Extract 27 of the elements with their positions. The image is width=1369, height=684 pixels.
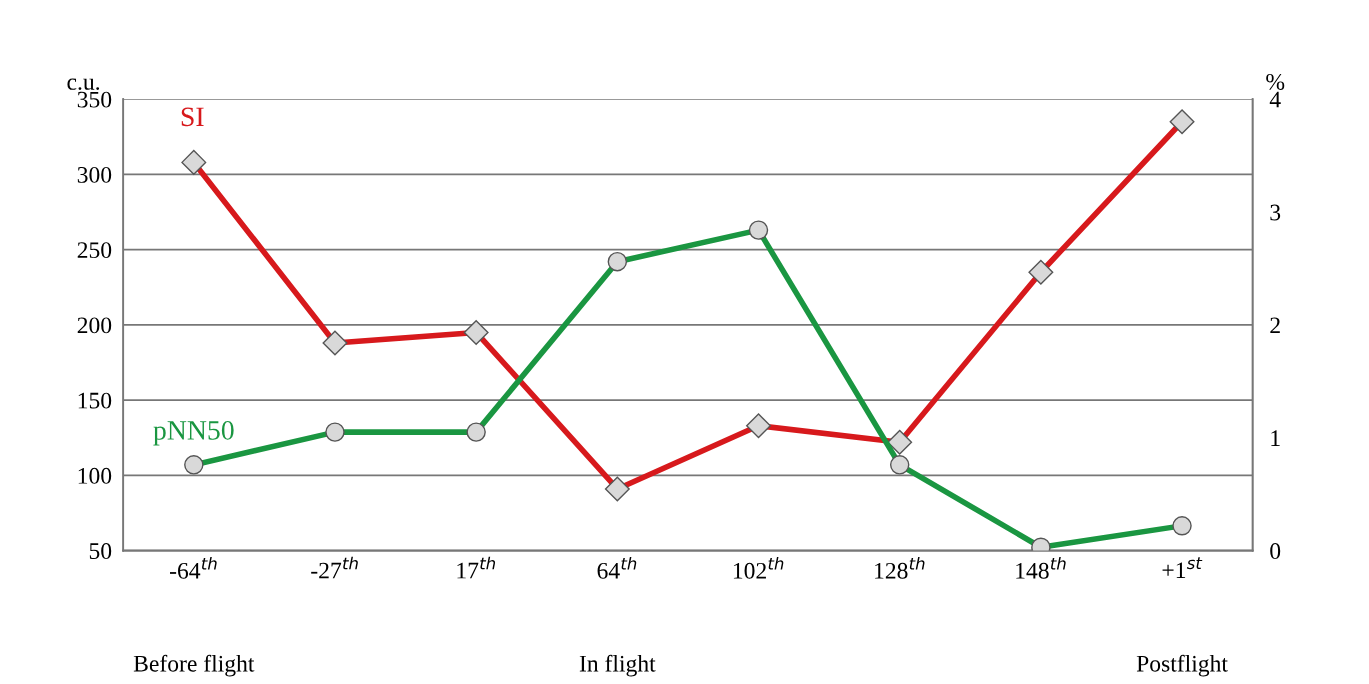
x-tick-label: +1$^{st}$ xyxy=(1162,557,1203,578)
text: Before flight xyxy=(133,654,255,677)
x-tick-label: 102$^{th}$ xyxy=(733,556,784,579)
y2-axis-title: % xyxy=(1266,73,1285,90)
y2-tick-label: 4 xyxy=(1269,91,1281,108)
y2-tick-label: 1 xyxy=(1271,430,1280,446)
text: In flight xyxy=(579,654,656,677)
x-tick-label: 128$^{th}$ xyxy=(875,556,925,579)
x-tick-label: -27$^{th}$ xyxy=(311,556,358,579)
x-tick-label: 64$^{th}$ xyxy=(597,556,637,579)
y-tick-label: 300 xyxy=(77,166,112,183)
y2-tick-label: 0 xyxy=(1270,543,1281,560)
x-tick-label: 148$^{th}$ xyxy=(1016,556,1066,579)
y2-tick-label: 3 xyxy=(1270,204,1281,221)
y2-tick-label: 2 xyxy=(1270,317,1280,334)
y-tick-label: 100 xyxy=(78,467,112,484)
y-tick-label: 250 xyxy=(77,242,112,259)
x-tick-label: -64$^{th}$ xyxy=(170,556,217,579)
y-tick-label: 150 xyxy=(78,392,112,409)
x-tick-label: 17$^{th}$ xyxy=(457,556,496,579)
y-tick-label: 200 xyxy=(77,317,112,334)
series-label: SI xyxy=(181,107,204,127)
y-tick-label: 50 xyxy=(89,543,112,560)
text: Postflight xyxy=(1136,654,1228,677)
y-tick-label: 350 xyxy=(77,91,112,108)
series-label: pNN50 xyxy=(153,421,234,446)
y-axis-title: c.u. xyxy=(67,78,100,90)
